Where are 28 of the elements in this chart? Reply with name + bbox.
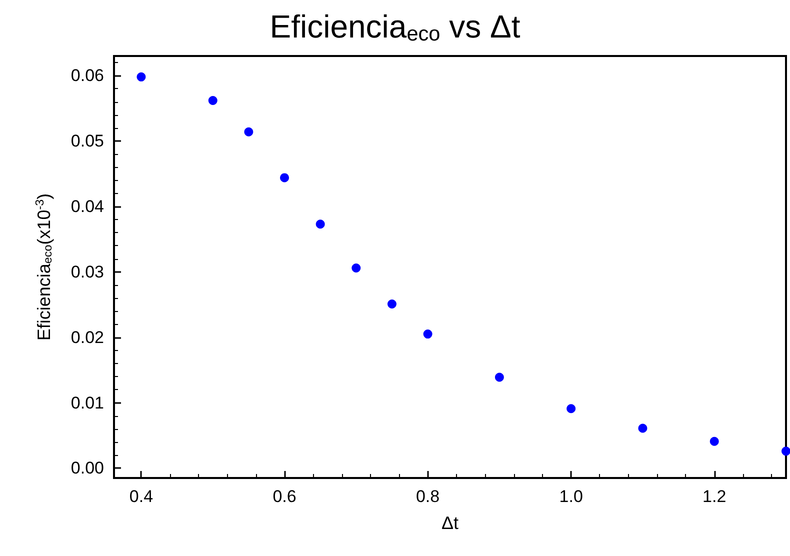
point [782,446,790,456]
y-tick-label: 0.06 [70,66,104,86]
point [638,424,648,433]
point [423,330,432,339]
y-tick-label: 0.03 [70,262,104,282]
point [244,127,254,136]
point [494,372,504,382]
point [710,436,719,446]
x-tick-label: 1.0 [559,487,583,506]
point [280,173,290,182]
y-axis-title: Eficienciaeco(x10-3) [33,193,54,341]
point [387,299,396,308]
y-tick-label: 0.00 [70,458,104,478]
point [136,72,146,82]
x-tick-label: 0.8 [416,487,440,506]
x-tick-label: 0.6 [272,487,296,506]
x-tick-label: 0.4 [129,487,154,506]
point [316,220,325,229]
y-tick-label: 0.02 [70,328,104,347]
y-tick-label: 0.01 [70,393,104,412]
point [566,404,576,414]
point [208,96,218,105]
y-tick-label: 0.05 [70,132,104,151]
y-tick-label: 0.04 [70,196,104,216]
chart-title: Eficienciaeco vs Δt [270,8,520,46]
x-tick-label: 1.2 [702,487,726,506]
x-axis-title: Δt [441,513,459,533]
point [352,263,361,272]
